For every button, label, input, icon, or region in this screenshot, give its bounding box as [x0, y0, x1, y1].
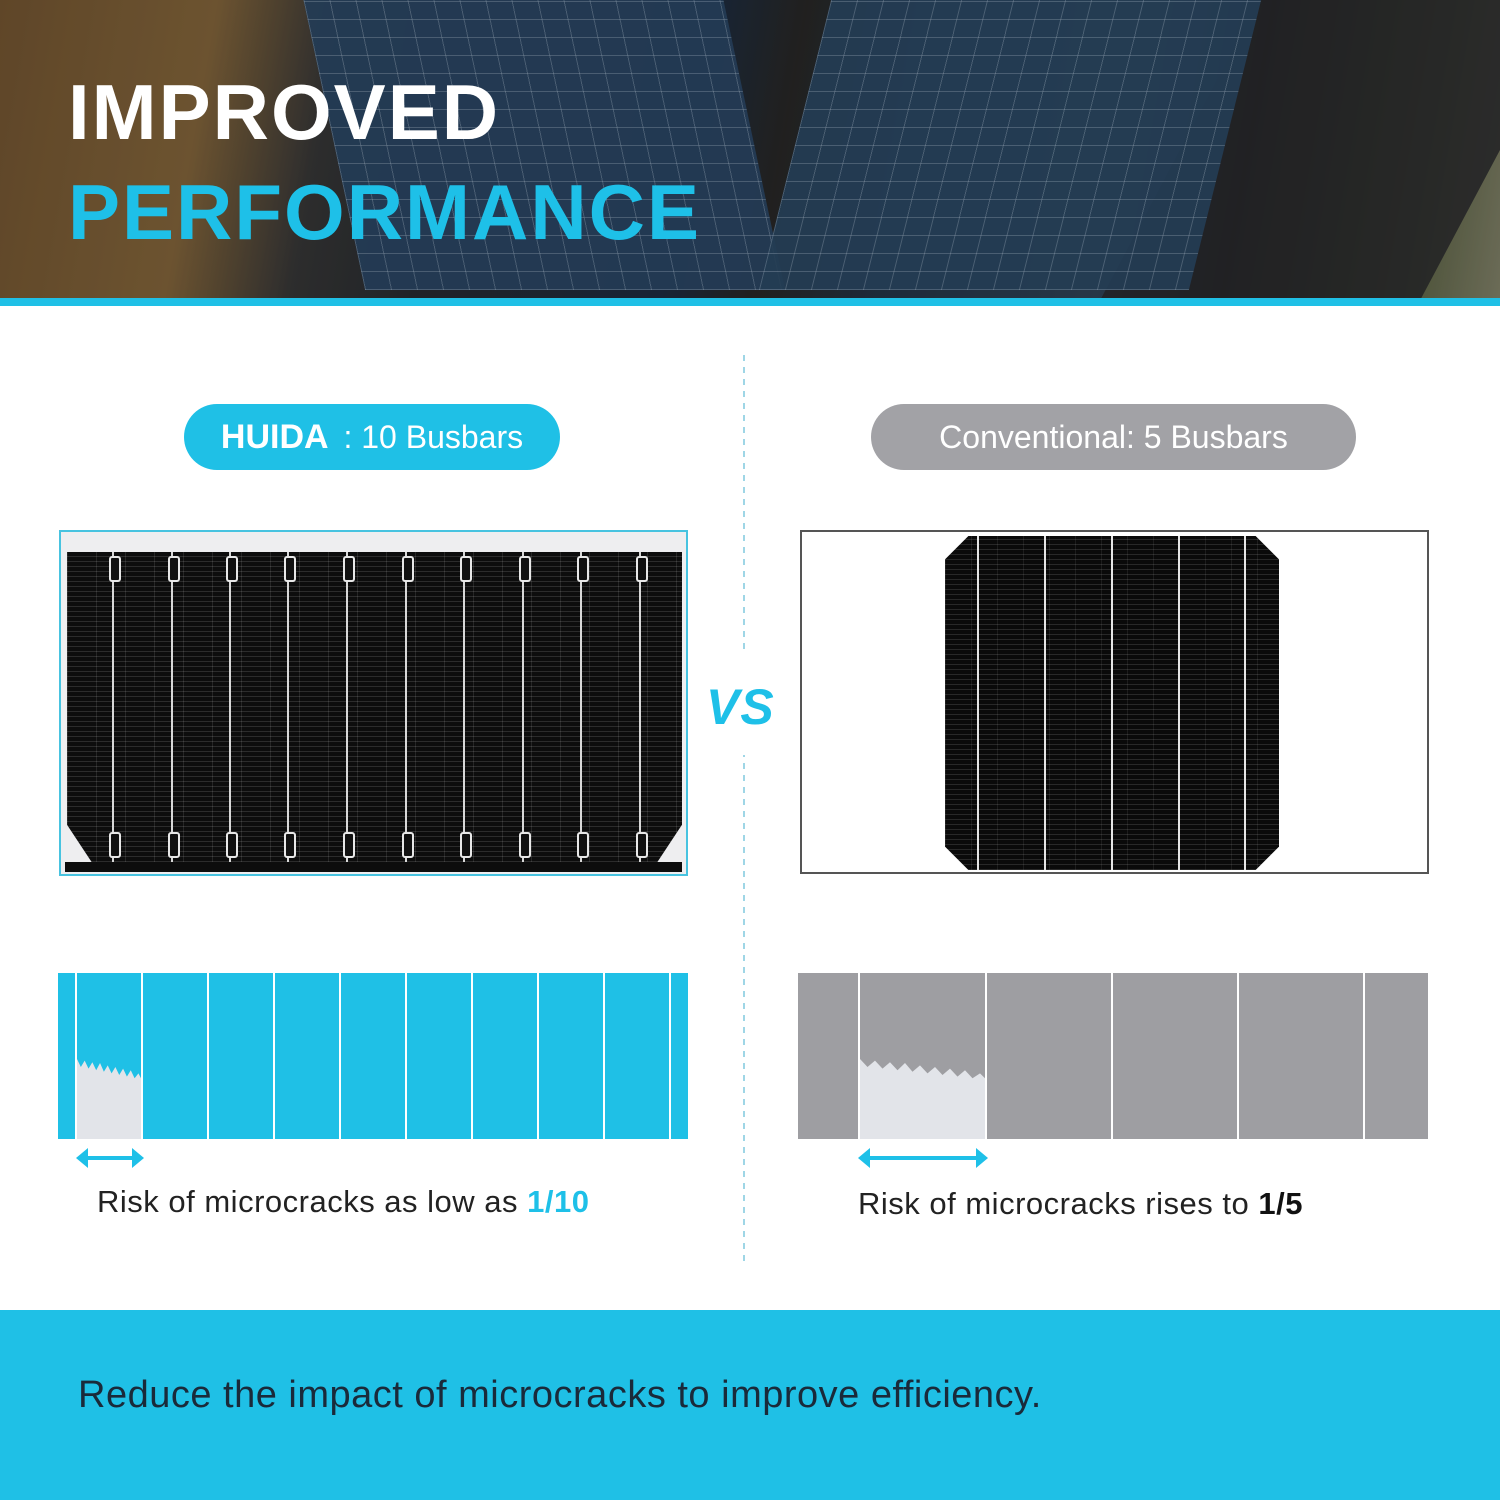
- cell-segment: [539, 973, 605, 1139]
- cell-segment: [341, 973, 407, 1139]
- huida-brand-label: HUIDA: [220, 417, 329, 456]
- conventional-caption-text: Risk of microcracks rises to: [858, 1186, 1259, 1221]
- cell-segment: [671, 973, 688, 1139]
- huida-separator: :: [334, 418, 362, 455]
- microcrack-area: [860, 1059, 985, 1139]
- cell-segment: [407, 973, 473, 1139]
- huida-caption-text: Risk of microcracks as low as: [97, 1184, 528, 1219]
- divider-gap: [736, 655, 752, 755]
- center-divider: [743, 355, 745, 1265]
- busbar-line: [577, 552, 589, 862]
- microcrack-area: [77, 1059, 141, 1139]
- huida-wafer: [67, 552, 682, 862]
- busbar-line: [168, 552, 180, 862]
- cell-segment-cracked: [77, 973, 143, 1139]
- cell-segment: [1239, 973, 1365, 1139]
- cell-segment: [1365, 973, 1428, 1139]
- busbar-line: [1044, 536, 1046, 870]
- vs-label: VS: [706, 679, 775, 735]
- cell-segment-cracked: [860, 973, 987, 1139]
- cell-segment: [275, 973, 341, 1139]
- busbar-line: [977, 536, 979, 870]
- double-arrow-icon: [76, 1148, 144, 1168]
- cell-segment: [798, 973, 860, 1139]
- busbar-line: [1111, 536, 1113, 870]
- cell-segment: [143, 973, 209, 1139]
- huida-next-cell-strip: [65, 862, 682, 872]
- cell-segment: [209, 973, 275, 1139]
- cell-segment: [473, 973, 539, 1139]
- conventional-label: Conventional: 5 Busbars: [939, 418, 1288, 455]
- footer-banner: Reduce the impact of microcracks to impr…: [0, 1310, 1500, 1500]
- busbar-line: [1244, 536, 1246, 870]
- busbar-line: [1178, 536, 1180, 870]
- conventional-wafer: [945, 536, 1279, 870]
- double-arrow-icon: [858, 1148, 988, 1168]
- cell-segment: [987, 973, 1113, 1139]
- cell-segment: [58, 973, 77, 1139]
- busbar-line: [402, 552, 414, 862]
- cell-segment: [605, 973, 671, 1139]
- huida-caption-value: 1/10: [527, 1184, 590, 1219]
- busbar-line: [226, 552, 238, 862]
- busbar-line: [109, 552, 121, 862]
- hero-title-line2: PERFORMANCE: [68, 168, 702, 256]
- hero-title-line1: IMPROVED: [68, 68, 501, 156]
- busbar-line: [519, 552, 531, 862]
- huida-spec-label: 10 Busbars: [361, 418, 524, 455]
- busbar-line: [284, 552, 296, 862]
- hero-title: IMPROVED PERFORMANCE: [68, 70, 701, 254]
- huida-microcrack-diagram: [58, 973, 688, 1139]
- huida-solar-cell-image: [59, 530, 688, 876]
- huida-busbar-pill: HUIDA : 10 Busbars: [184, 404, 560, 470]
- hero-shade: [0, 0, 1500, 300]
- busbar-line: [460, 552, 472, 862]
- conventional-caption: Risk of microcracks rises to 1/5: [858, 1186, 1303, 1222]
- conventional-busbar-pill: Conventional: 5 Busbars: [871, 404, 1356, 470]
- conventional-caption-value: 1/5: [1258, 1186, 1303, 1221]
- footer-text: Reduce the impact of microcracks to impr…: [78, 1374, 1042, 1416]
- hero-banner: IMPROVED PERFORMANCE: [0, 0, 1500, 300]
- huida-caption: Risk of microcracks as low as 1/10: [97, 1184, 589, 1220]
- conventional-solar-cell-image: [800, 530, 1429, 874]
- hero-accent-bar: [0, 298, 1500, 306]
- busbar-line: [343, 552, 355, 862]
- cell-segment: [1113, 973, 1239, 1139]
- conventional-microcrack-diagram: [798, 973, 1428, 1139]
- busbar-line: [636, 552, 648, 862]
